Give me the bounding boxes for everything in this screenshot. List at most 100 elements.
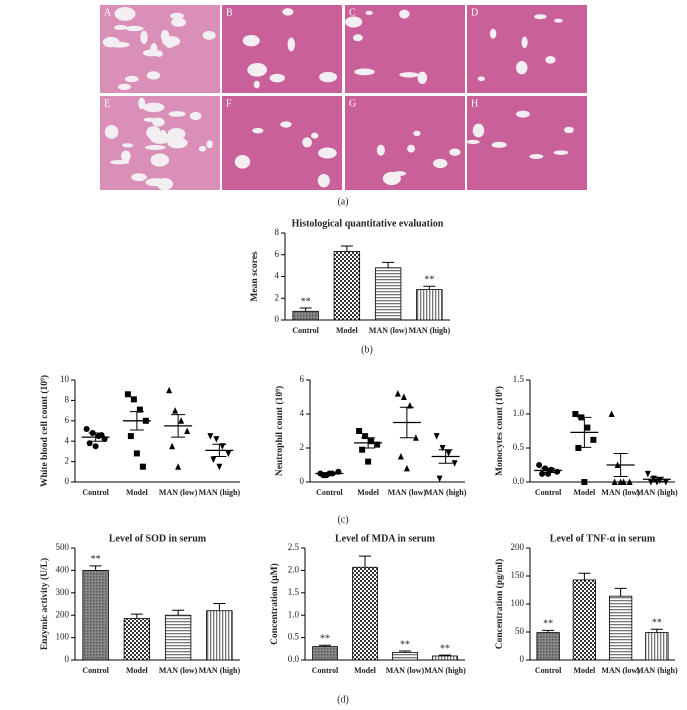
data-point <box>433 433 440 440</box>
significance: ** <box>320 634 330 645</box>
y-tick-label: 50 <box>515 626 525 636</box>
alveolus <box>545 56 556 64</box>
error-bar <box>578 572 591 580</box>
alveolus <box>318 147 337 159</box>
alveolus <box>491 141 507 148</box>
sem-bar <box>613 452 628 478</box>
data-point <box>359 446 366 453</box>
y-tick-label: 300 <box>56 587 70 597</box>
data-point <box>368 438 375 445</box>
sem-bar <box>361 437 376 449</box>
alveolus <box>114 25 128 30</box>
image-letter: F <box>226 98 232 109</box>
data-point <box>644 470 651 478</box>
data-point <box>653 479 660 486</box>
y-tick-label: 150 <box>511 570 525 580</box>
alveolus <box>247 62 268 77</box>
alveolus <box>554 18 563 23</box>
y-axis-label: Concentration (μM) <box>269 563 280 645</box>
alveolus <box>413 130 421 136</box>
y-tick-label: 8 <box>65 394 70 404</box>
bar <box>572 579 597 661</box>
x-tick-label: MAN (high) <box>409 326 451 335</box>
alveolus <box>529 154 544 159</box>
alveolus <box>167 137 188 149</box>
alveolus <box>407 144 416 153</box>
x-tick-label: Control <box>535 666 562 675</box>
significance: ** <box>424 275 434 286</box>
bar <box>333 251 361 321</box>
alveolus <box>156 178 173 191</box>
alveolus <box>150 153 170 167</box>
alveolus <box>162 36 181 47</box>
data-point <box>356 428 363 434</box>
y-tick-label: 0 <box>275 314 280 324</box>
panel-label: (b) <box>361 344 373 355</box>
alveolus <box>489 28 497 39</box>
image-letter: A <box>104 7 112 18</box>
alveolus <box>146 71 161 80</box>
alveolus <box>117 83 131 91</box>
y-axis-label: Enzymic activity (U/L) <box>39 558 50 650</box>
data-point <box>184 427 191 434</box>
image-letter: C <box>349 7 356 18</box>
error-bar <box>359 555 371 568</box>
error-bar <box>340 245 353 252</box>
alveolus <box>466 139 480 144</box>
x-tick-label: Control <box>312 666 339 675</box>
y-tick-label: 1.0 <box>288 609 300 619</box>
alveolus <box>563 126 574 134</box>
alveolus <box>171 17 187 27</box>
data-point <box>130 396 137 403</box>
sem-bar <box>129 411 144 431</box>
y-tick-label: 4 <box>300 408 305 418</box>
x-tick-label: MAN (low) <box>159 666 198 675</box>
x-tick-label: MAN (high) <box>199 488 241 497</box>
x-tick-label: MAN (low) <box>601 666 640 675</box>
y-tick-label: 0 <box>300 476 305 486</box>
data-point <box>412 434 419 441</box>
x-tick-label: MAN (low) <box>386 666 425 675</box>
alveolus <box>150 132 171 144</box>
bar <box>352 566 378 661</box>
data-point <box>92 443 99 450</box>
x-tick-label: Model <box>126 666 149 675</box>
data-point <box>210 456 217 464</box>
alveolus <box>140 30 148 44</box>
data-point <box>611 478 618 485</box>
x-tick-label: MAN (high) <box>424 666 466 675</box>
alveolus <box>477 76 485 82</box>
sem-bar <box>577 416 592 448</box>
alveolus <box>120 150 131 162</box>
error-bar <box>319 644 331 647</box>
x-tick-label: Model <box>354 666 377 675</box>
micrograph <box>345 5 465 93</box>
y-tick-label: 2 <box>300 442 305 452</box>
data-point <box>554 468 561 475</box>
alveolus <box>168 111 186 117</box>
alveolus <box>131 173 147 182</box>
data-point <box>166 386 173 394</box>
alveolus <box>472 123 485 138</box>
alveolus <box>417 71 428 84</box>
data-point <box>394 390 401 397</box>
chart-title: Histological quantitative evaluation <box>292 218 444 229</box>
alveolus <box>104 125 119 139</box>
x-tick-label: MAN (low) <box>601 488 640 497</box>
y-tick-label: 6 <box>275 249 280 259</box>
error-bar <box>130 613 143 619</box>
data-point <box>397 453 404 460</box>
sem-bar <box>212 443 227 457</box>
image-letter: E <box>104 98 110 109</box>
error-bar <box>299 307 312 312</box>
y-tick-label: 0 <box>65 476 70 486</box>
alveolus <box>198 145 207 152</box>
y-tick-label: 2.0 <box>288 564 300 574</box>
chart-title: Level of SOD in serum <box>109 533 207 544</box>
data-point <box>608 410 615 417</box>
y-tick-label: 6 <box>300 374 305 384</box>
data-point <box>647 479 654 486</box>
data-point <box>169 442 176 450</box>
alveolus <box>399 72 419 78</box>
chart-title: Level of MDA in serum <box>335 533 436 544</box>
